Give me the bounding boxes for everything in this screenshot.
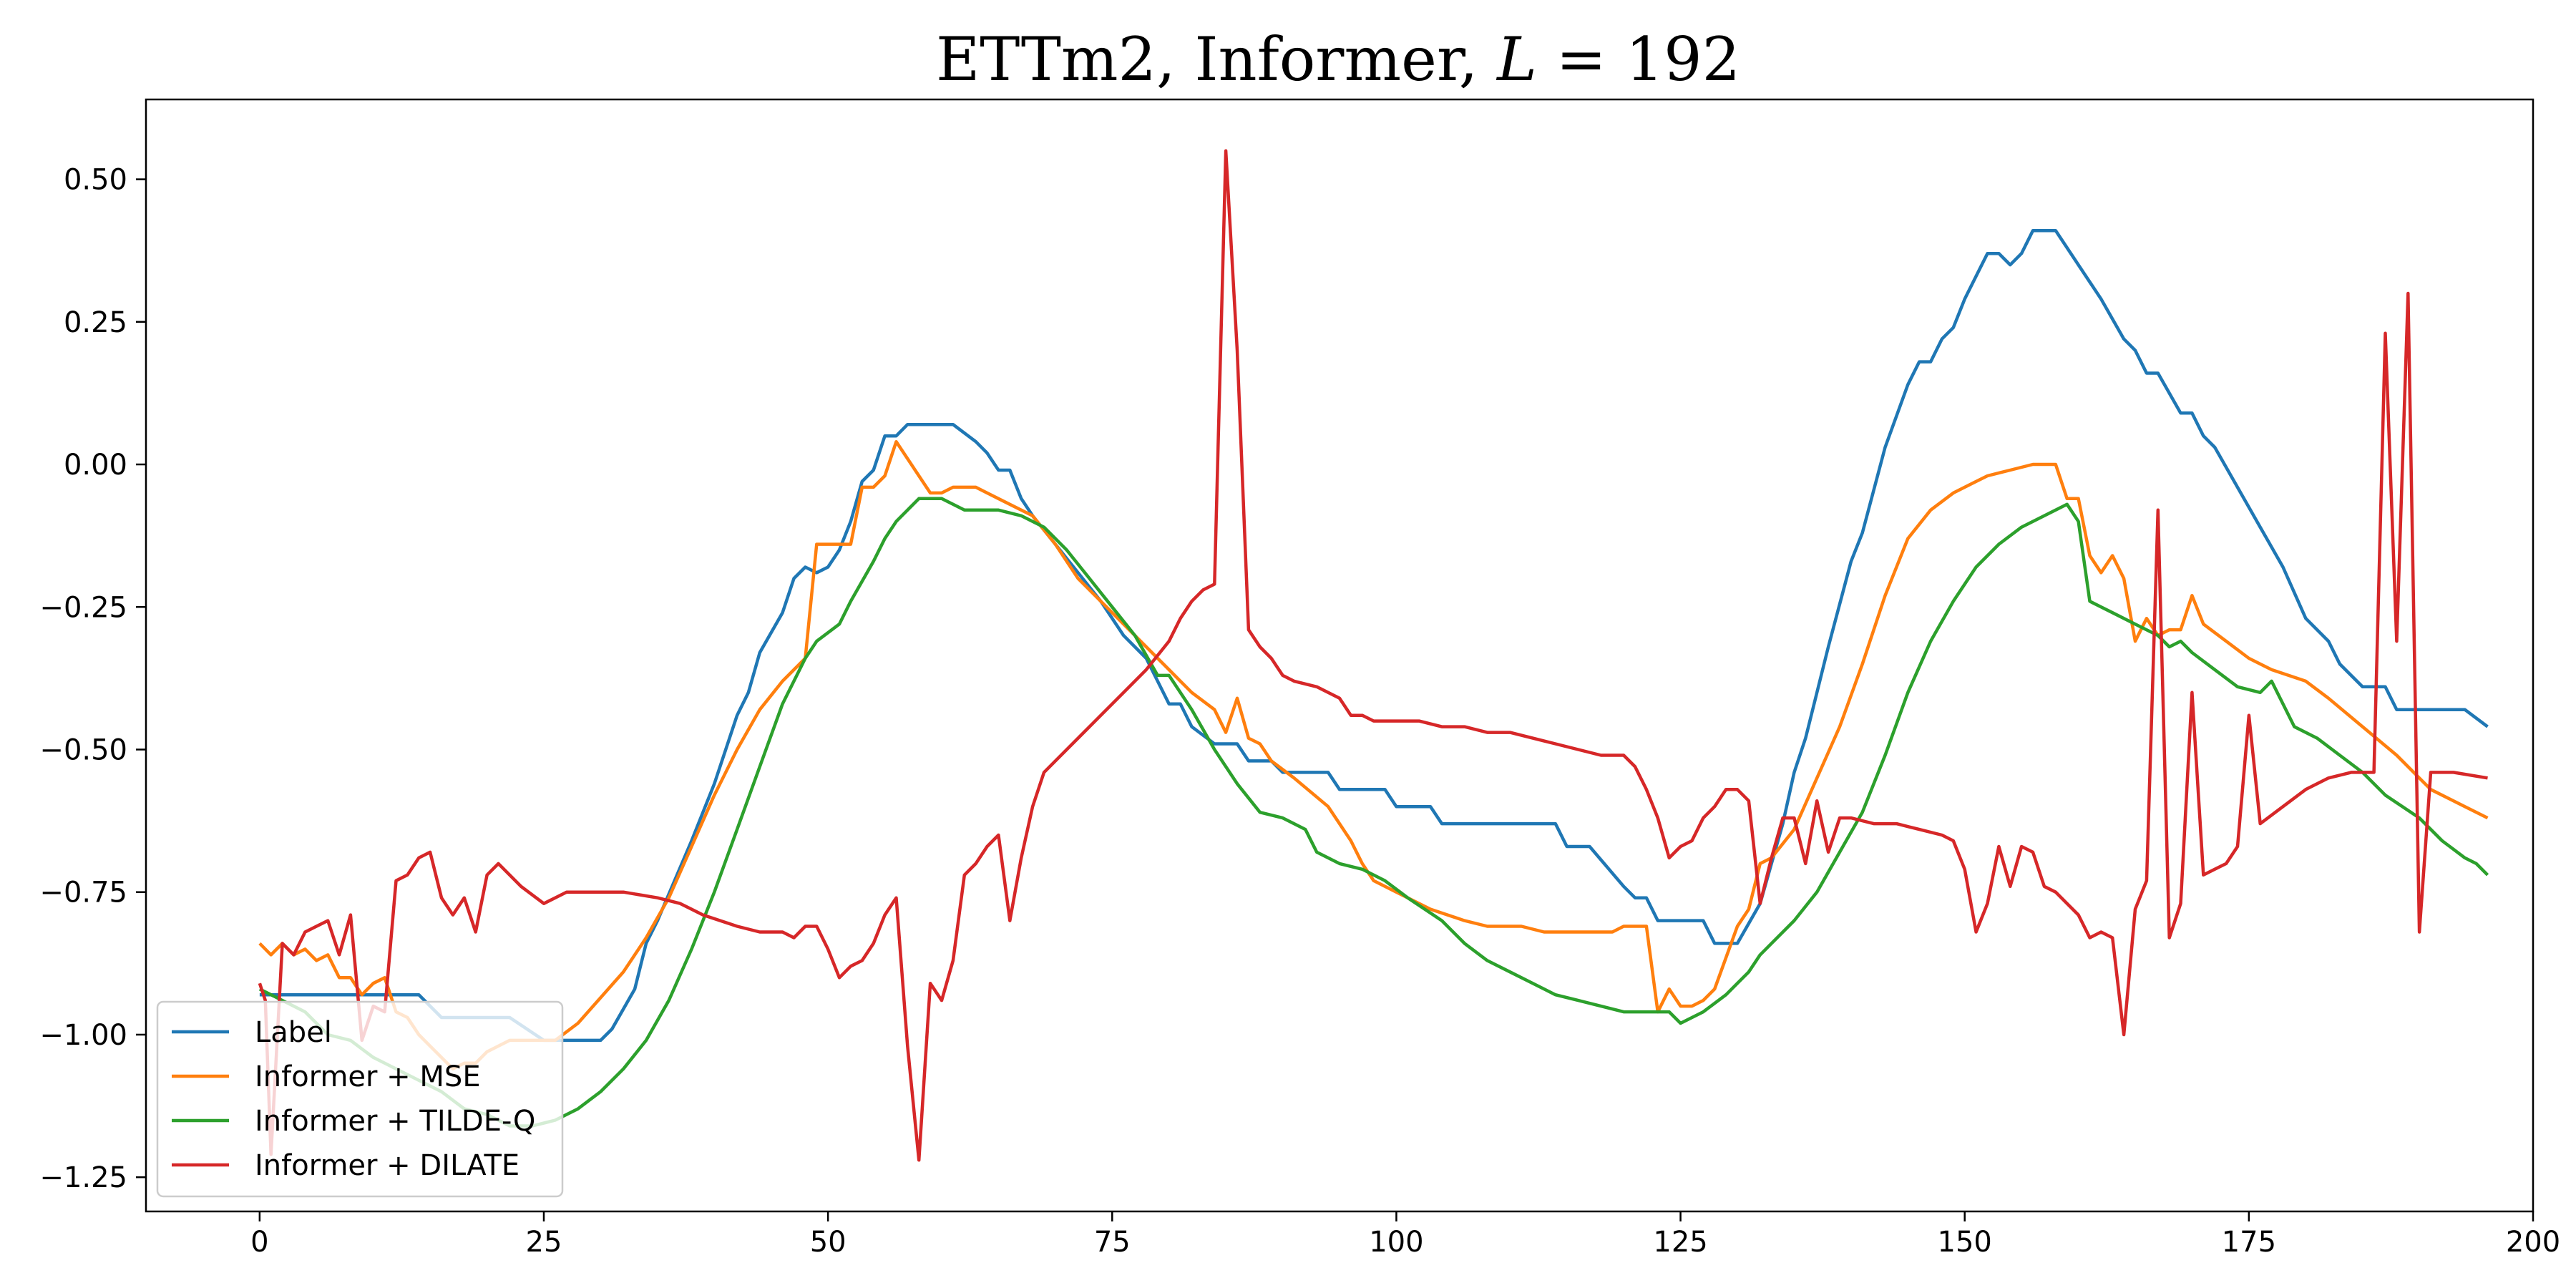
x-tick-label: 50 (810, 1226, 847, 1259)
series-line-1 (259, 229, 2489, 1043)
legend-label-4: Informer + DILATE (255, 1149, 519, 1182)
y-tick-label: 0.00 (64, 449, 127, 482)
plot-frame (145, 98, 2534, 1213)
x-tick-label: 125 (1653, 1226, 1707, 1259)
legend-label-2: Informer + MSE (255, 1060, 481, 1093)
y-tick-label: −1.25 (39, 1161, 127, 1194)
chart-title-part-2: L (1496, 24, 1537, 94)
x-tick-label: 25 (526, 1226, 562, 1259)
legend-label-1: Label (255, 1016, 332, 1049)
chart-title-part-3: = 192 (1537, 24, 1740, 94)
x-tick-label: 175 (2222, 1226, 2276, 1259)
x-tick-label: 150 (1938, 1226, 1992, 1259)
series-line-2 (258, 439, 2489, 1071)
y-tick-label: −0.25 (39, 591, 127, 624)
chart-title: ETTm2, Informer, L = 192 (936, 24, 1740, 94)
y-tick-label: −0.75 (39, 877, 127, 909)
x-axis: 0 25 50 75 100 125 150 175 200 (250, 1211, 2560, 1259)
legend: Label Informer + MSE Informer + TILDE-Q Inf… (156, 1000, 564, 1198)
y-axis: 0.50 0.25 0.00 −0.25 −0.50 −0.75 −1.00 −1.25 (39, 164, 146, 1194)
x-tick-label: 100 (1369, 1226, 1423, 1259)
series-line-3 (258, 497, 2489, 1128)
legend-box (156, 1000, 564, 1198)
legend-label-3: Informer + TILDE-Q (255, 1105, 535, 1138)
x-tick-label: 75 (1094, 1226, 1131, 1259)
y-tick-label: −0.50 (39, 733, 127, 766)
y-tick-label: 0.50 (64, 164, 127, 197)
y-tick-label: −1.00 (39, 1019, 127, 1052)
series-line-4 (258, 149, 2488, 1162)
chart-title-part-1: ETTm2, Informer, (936, 24, 1497, 94)
y-tick-label: 0.25 (64, 306, 127, 339)
x-tick-label: 200 (2506, 1226, 2560, 1259)
x-tick-label: 0 (250, 1226, 268, 1259)
series-layer (258, 149, 2489, 1162)
